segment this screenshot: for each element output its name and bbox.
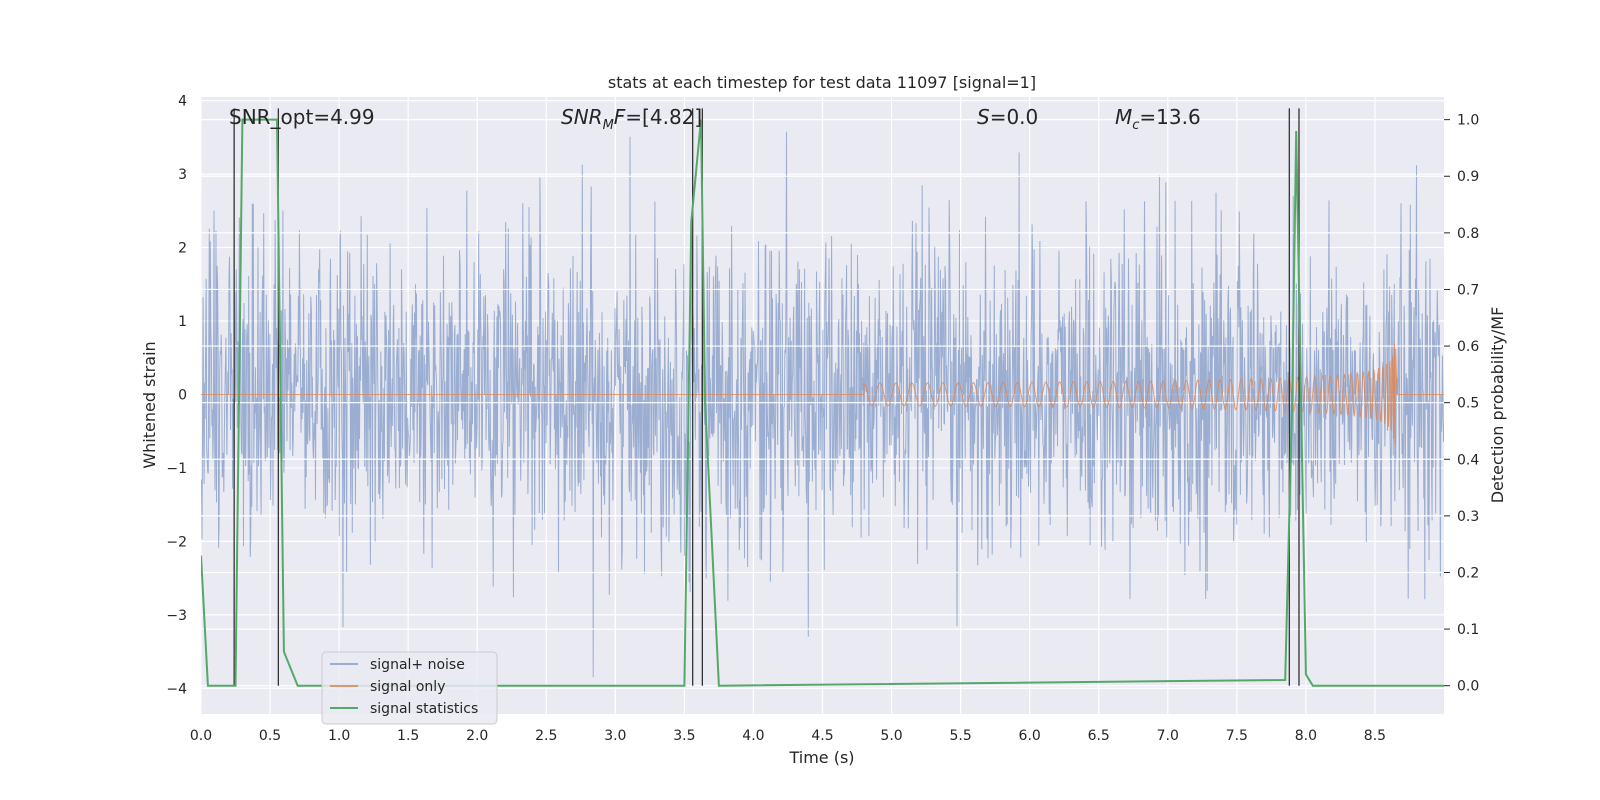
legend-box <box>321 651 498 725</box>
x-tick-label: 5.5 <box>949 728 971 744</box>
y-tick-label-right: 0.6 <box>1457 339 1479 355</box>
x-tick-label: 2.0 <box>466 728 488 744</box>
y-tick-label-right: 0.9 <box>1457 169 1479 185</box>
y-tick-label-right: 1.0 <box>1457 113 1479 129</box>
y-tick-label-right: 0.4 <box>1457 452 1479 468</box>
y-tick-label-left: −2 <box>166 534 187 550</box>
x-tick-label: 7.0 <box>1157 728 1179 744</box>
x-tick-label: 4.5 <box>811 728 833 744</box>
y-tick-label-left: −1 <box>166 461 187 477</box>
x-tick-labels: 0.0 0.5 1.0 1.5 2.0 2.5 3.0 3.5 4.0 4.5 5.0 5.5 6.0 6… <box>190 728 1386 744</box>
x-tick-label: 0.5 <box>259 728 281 744</box>
legend: signal+ noise signal only signal statist… <box>321 651 498 725</box>
y-tick-labels-right: 1.0 0.9 0.8 0.7 0.6 0.5 0.4 0.3 0.2 0.1 0.0 <box>1444 113 1479 695</box>
x-tick-label: 3.0 <box>604 728 626 744</box>
legend-label-signal-noise: signal+ noise <box>370 657 465 673</box>
chirp-line <box>201 343 1444 446</box>
noise-line <box>201 131 1444 678</box>
y-tick-label-right: 0.5 <box>1457 396 1479 412</box>
legend-label-signal-only: signal only <box>370 679 445 695</box>
x-tick-label: 6.5 <box>1088 728 1110 744</box>
y-tick-label-left: −3 <box>166 608 187 624</box>
x-tick-label: 7.5 <box>1226 728 1248 744</box>
x-tick-label: 3.5 <box>673 728 695 744</box>
y-tick-label-left: 2 <box>178 241 187 257</box>
series-signal-statistics <box>201 118 1444 687</box>
legend-label-signal-statistics: signal statistics <box>370 701 478 717</box>
y-axis-label-left: Whitened strain <box>140 341 159 468</box>
annotation-s: S=0.0 <box>977 105 1038 129</box>
x-tick-label: 6.0 <box>1019 728 1041 744</box>
y-tick-label-right: 0.8 <box>1457 226 1479 242</box>
x-tick-label: 0.0 <box>190 728 212 744</box>
chart-title: stats at each timestep for test data 110… <box>608 73 1036 92</box>
y-tick-label-right: 0.2 <box>1457 565 1479 581</box>
y-tick-label-left: 0 <box>178 387 187 403</box>
x-tick-label: 1.0 <box>328 728 350 744</box>
y-tick-label-right: 0.1 <box>1457 622 1479 638</box>
x-tick-label: 8.0 <box>1295 728 1317 744</box>
y-axis-label-right: Detection probability/MF <box>1488 307 1507 504</box>
x-tick-label: 2.5 <box>535 728 557 744</box>
y-tick-label-right: 0.0 <box>1457 679 1479 695</box>
y-tick-labels-left: 4 3 2 1 0 −1 −2 −3 −4 <box>166 94 187 698</box>
y-tick-label-left: −4 <box>166 681 187 697</box>
series-signal-only <box>201 343 1444 446</box>
y-tick-label-left: 3 <box>178 167 187 183</box>
x-tick-label: 4.0 <box>742 728 764 744</box>
annotation-mc: Mc=13.6 <box>1115 105 1201 133</box>
y-tick-label-left: 4 <box>178 94 187 110</box>
x-axis-label: Time (s) <box>788 748 854 767</box>
x-tick-label: 5.0 <box>880 728 902 744</box>
y-tick-label-right: 0.3 <box>1457 509 1479 525</box>
statistics-line <box>201 118 1444 687</box>
x-tick-label: 8.5 <box>1364 728 1386 744</box>
series-signal-noise <box>201 131 1444 678</box>
y-tick-label-left: 1 <box>178 314 187 330</box>
annotation-snr-mf: SNRMF=[4.82] <box>561 105 702 133</box>
annotation-snr-opt: SNR_opt=4.99 <box>229 105 375 129</box>
x-tick-label: 1.5 <box>397 728 419 744</box>
y-tick-label-right: 0.7 <box>1457 282 1479 298</box>
